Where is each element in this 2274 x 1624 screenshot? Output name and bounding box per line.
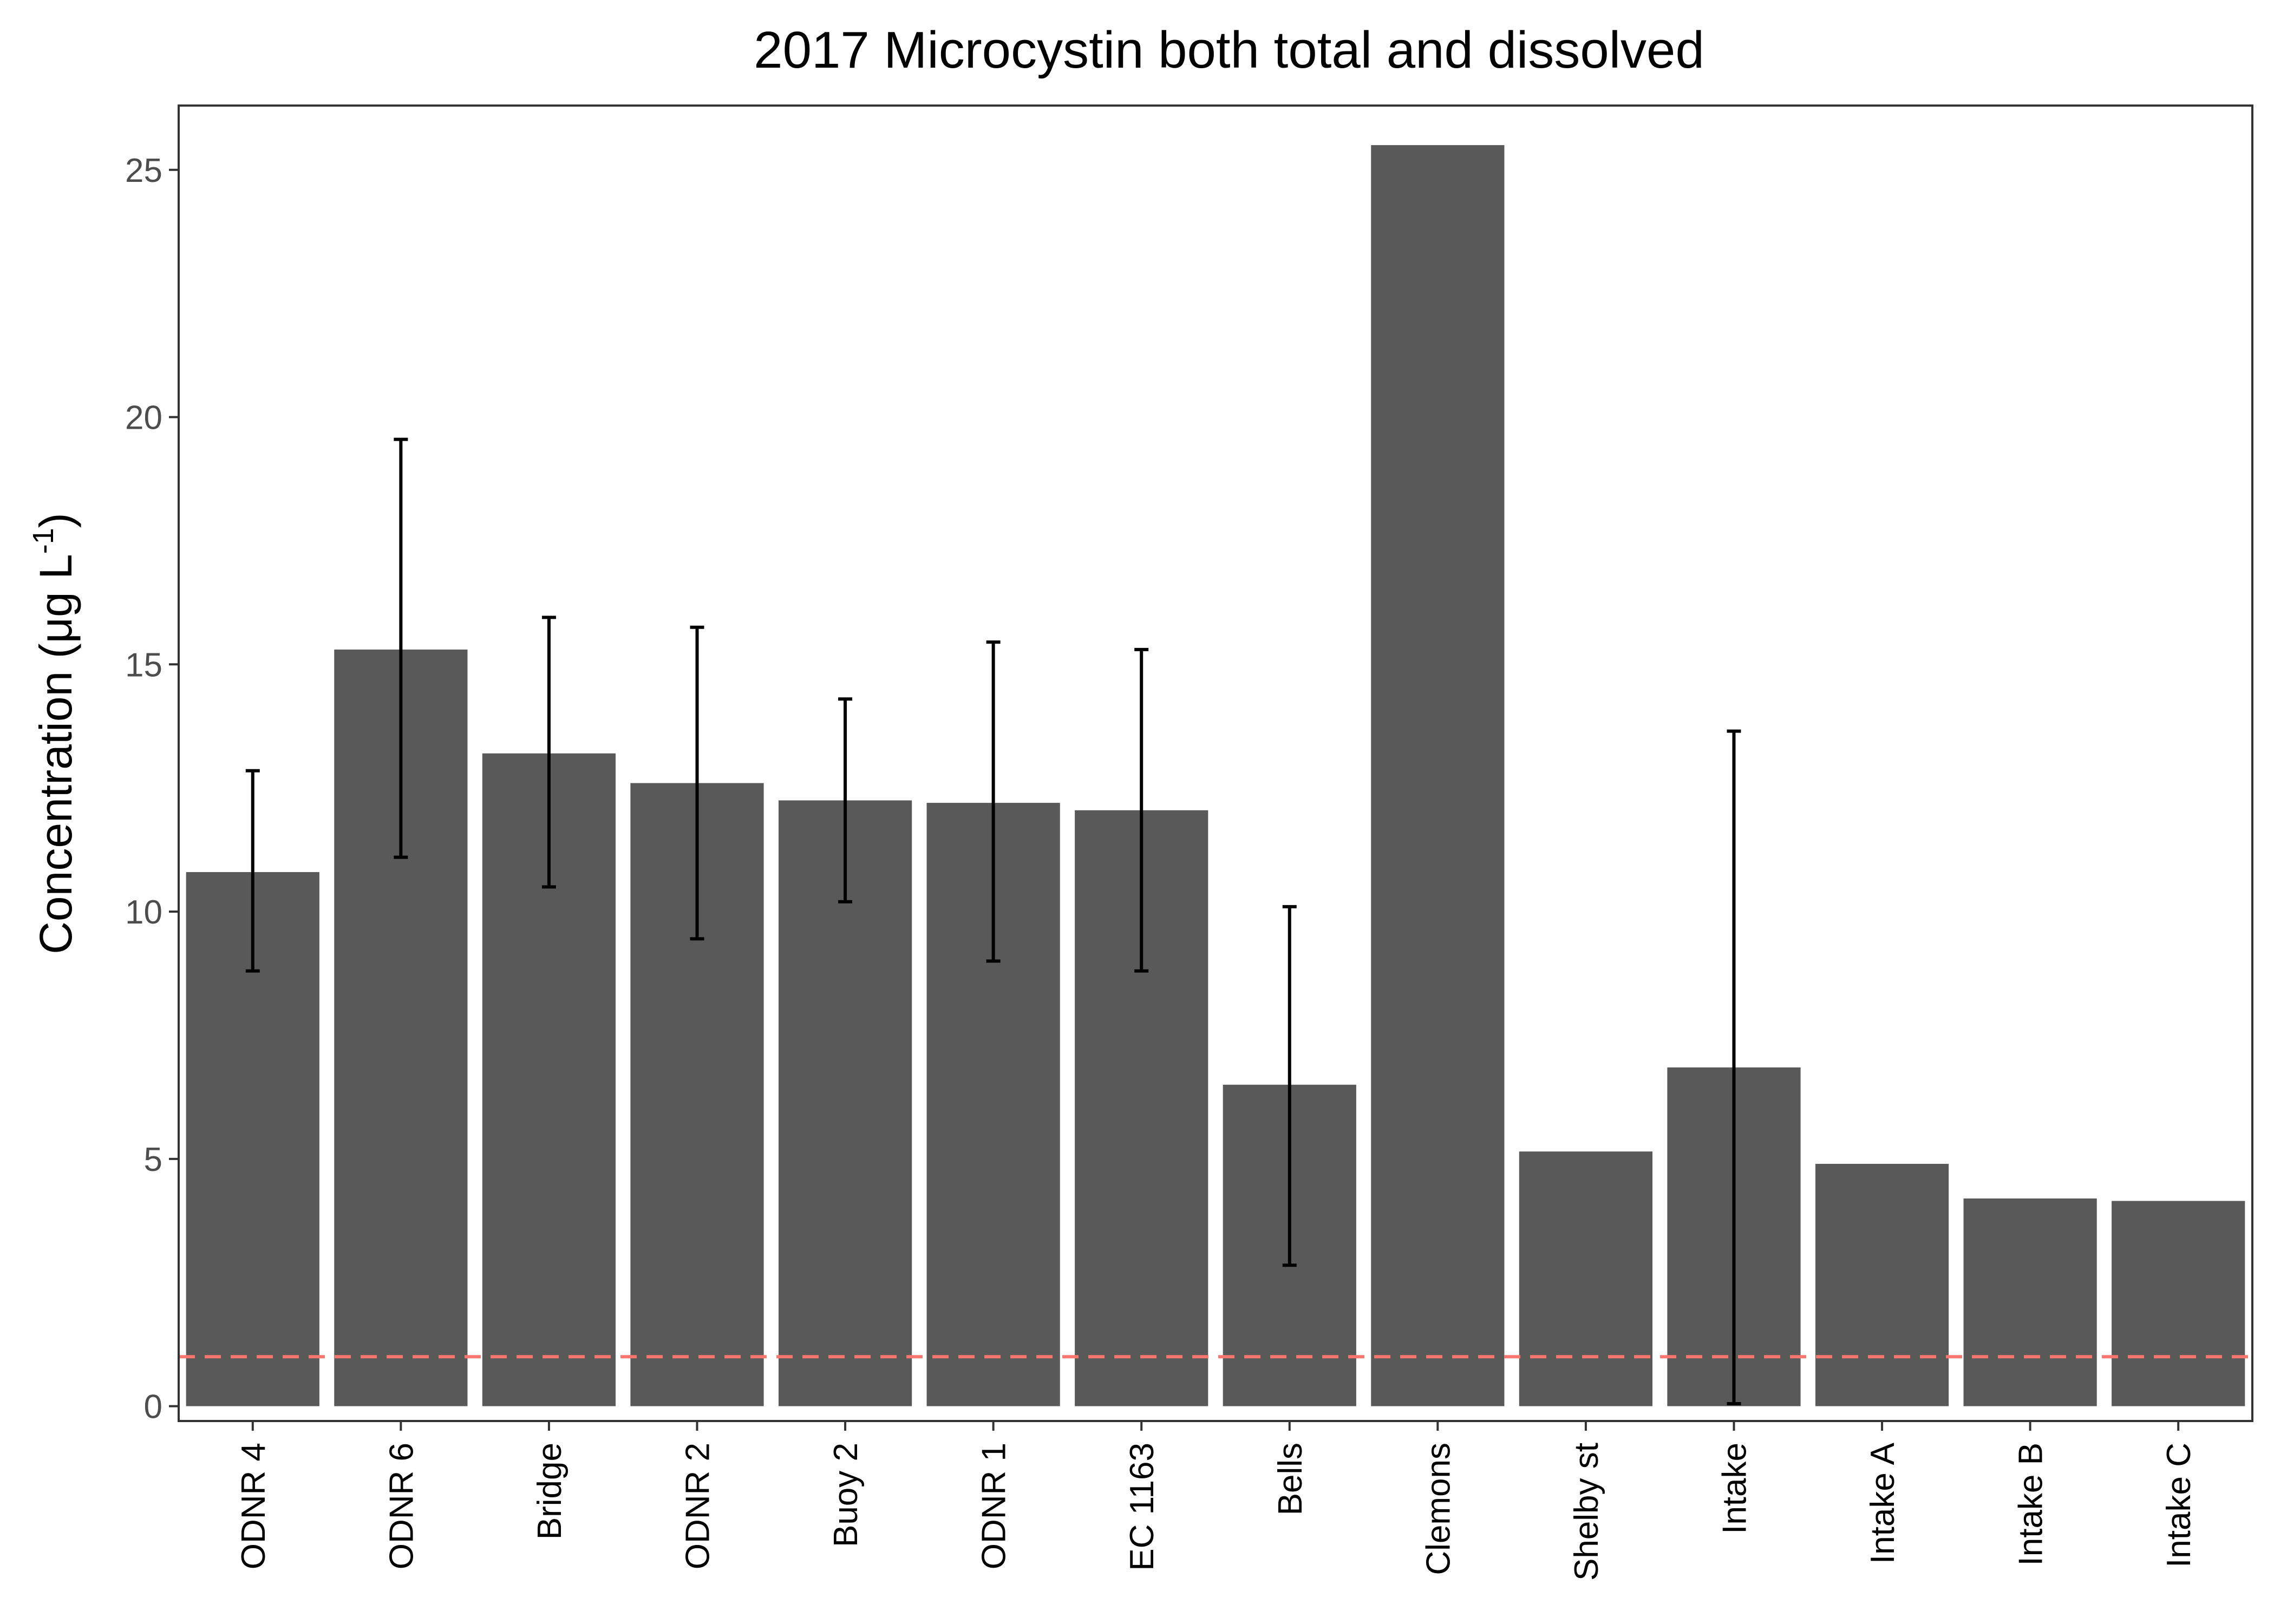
x-tick-label-7: Bells: [1272, 1443, 1309, 1515]
plot-area: 0 5 10 15 20 25 ODNR 4 ODNR 6 Bridge ODNR 2 Buoy 2…: [125, 104, 2253, 1581]
error-bar-0: [245, 769, 260, 973]
error-bar-4: [838, 697, 853, 903]
y-tick-label-20: 20: [125, 400, 162, 437]
x-tick-label-2: Bridge: [531, 1443, 568, 1540]
bar-12: [1963, 1198, 2097, 1406]
error-bar-1: [394, 437, 408, 859]
x-tick-label-9: Shelby st: [1568, 1443, 1605, 1581]
x-tick-label-0: ODNR 4: [235, 1443, 272, 1569]
chart-title: 2017 Microcystin both total and dissolve…: [754, 21, 1704, 79]
error-bar-10: [1727, 729, 1741, 1406]
x-tick-label-8: Clemons: [1420, 1443, 1457, 1575]
x-tick-label-4: Buoy 2: [827, 1443, 865, 1547]
bar-8: [1371, 145, 1505, 1406]
bar-9: [1519, 1151, 1653, 1406]
y-axis-label-superscript: -1: [27, 528, 60, 554]
x-tick-label-12: Intake B: [2012, 1443, 2050, 1566]
x-tick-label-13: Intake C: [2160, 1443, 2198, 1568]
y-axis-label: Concentration (μg L-1): [27, 513, 81, 954]
error-bar-7: [1282, 905, 1297, 1267]
x-tick-label-10: Intake: [1716, 1443, 1754, 1534]
error-bar-6: [1134, 647, 1149, 973]
bar-13: [2112, 1201, 2245, 1406]
y-tick-label-10: 10: [125, 894, 162, 931]
x-tick-label-1: ODNR 6: [383, 1443, 420, 1569]
x-tick-label-6: EC 1163: [1123, 1443, 1161, 1571]
y-tick-label-5: 5: [144, 1141, 162, 1178]
y-tick-label-25: 25: [125, 152, 162, 189]
error-bar-5: [986, 640, 1001, 963]
x-tick-label-3: ODNR 2: [679, 1443, 717, 1569]
panel-border: [178, 104, 2253, 1422]
y-axis-label-main: Concentration (μg L: [30, 554, 81, 954]
error-bar-3: [690, 625, 704, 941]
bar-11: [1815, 1163, 1949, 1406]
svg-text:Concentration (μg L-1): Concentration (μg L-1): [27, 513, 81, 954]
error-bar-2: [541, 615, 556, 889]
y-tick-label-15: 15: [125, 646, 162, 684]
y-tick-label-0: 0: [144, 1389, 162, 1426]
y-axis-label-close: ): [30, 513, 81, 528]
x-tick-label-11: Intake A: [1864, 1442, 1901, 1564]
x-tick-label-5: ODNR 1: [976, 1443, 1013, 1569]
